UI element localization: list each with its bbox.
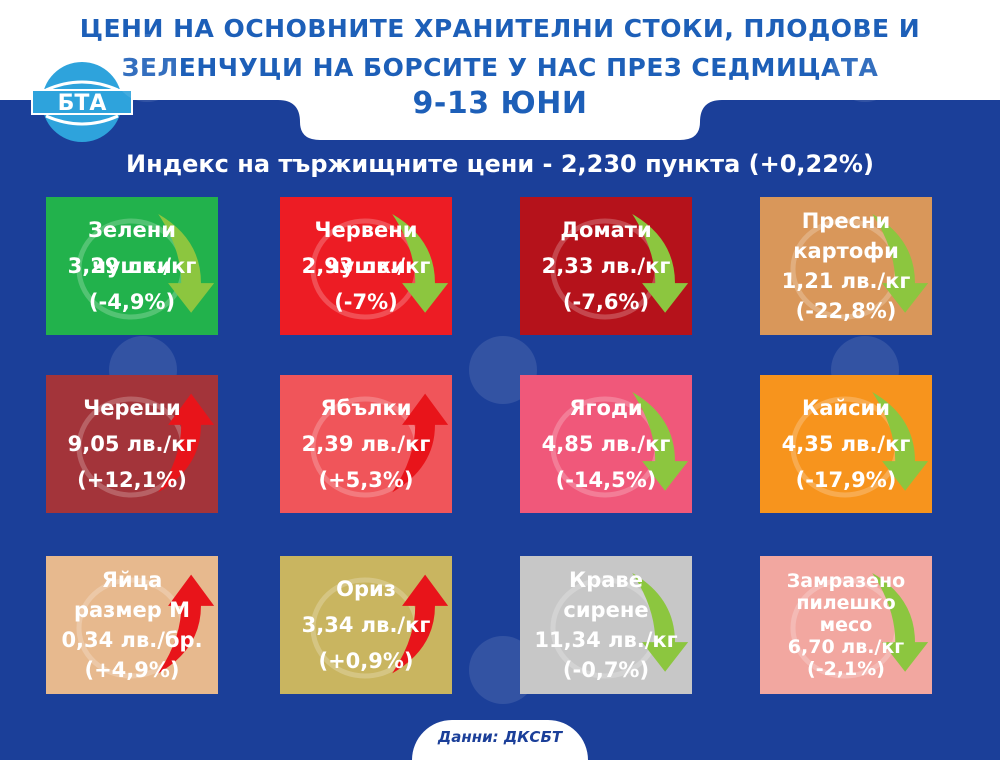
title-dates: 9-13 ЮНИ — [412, 86, 588, 121]
title-line-1: ЦЕНИ НА ОСНОВНИТЕ ХРАНИТЕЛНИ СТОКИ, ПЛОД… — [79, 14, 921, 43]
source-label: Данни: ДКСБТ — [437, 728, 563, 746]
item-change: (-17,9%) — [795, 468, 897, 492]
arrow-down-icon — [872, 392, 929, 491]
item-price: 4,85 лв./кг — [541, 432, 671, 456]
item-name: Домати — [560, 218, 652, 242]
item-name: сирене — [563, 598, 649, 622]
arrow-down-icon — [632, 573, 689, 672]
item-name: пилешко — [796, 592, 896, 614]
svg-text:БТА: БТА — [58, 91, 107, 116]
item-change: (+5,3%) — [318, 468, 414, 492]
price-tile: Череши 9,05 лв./кг (+12,1%) — [46, 375, 218, 513]
item-name: Ягоди — [569, 396, 643, 420]
item-price: 3,34 лв./кг — [301, 613, 431, 637]
item-name: Червени чушки — [314, 218, 418, 278]
item-price: 2,39 лв./кг — [301, 432, 431, 456]
arrow-down-icon — [632, 214, 689, 313]
price-tile: Ориз 3,34 лв./кг (+0,9%) — [280, 556, 452, 694]
item-change: (-2,1%) — [807, 658, 885, 680]
arrow-down-icon — [872, 214, 929, 313]
item-price: 11,34 лв./кг — [534, 628, 678, 652]
item-name: Пресни — [801, 209, 891, 233]
arrow-up-icon — [392, 574, 449, 674]
market-index: Индекс на тържищните цени - 2,230 пункта… — [126, 150, 874, 178]
price-tile: Домати 2,33 лв./кг (-7,6%) — [520, 197, 692, 335]
arrow-down-icon — [632, 392, 689, 491]
item-change: (+4,9%) — [84, 658, 180, 682]
item-name: Краве — [569, 568, 643, 592]
watermark-logo — [831, 34, 899, 102]
item-name: Череши — [83, 396, 181, 420]
arrow-down-icon — [872, 573, 929, 672]
item-change: (-0,7%) — [562, 658, 650, 682]
price-tile: Ябълки 2,39 лв./кг (+5,3%) — [280, 375, 452, 513]
price-tile: Кайсии 4,35 лв./кг (-17,9%) — [760, 375, 932, 513]
price-tile: Зелени чушки 3,29 лв./кг (-4,9%) — [46, 197, 218, 335]
price-tile: Пресни картофи 1,21 лв./кг (-22,8%) — [760, 197, 932, 335]
item-name: Яйца — [101, 568, 163, 592]
item-price: 6,70 лв./кг — [787, 636, 905, 658]
price-tile: Червени чушки 2,93 лв./кг (-7%) — [280, 197, 452, 335]
item-name: размер М — [73, 598, 191, 622]
item-price: 1,21 лв./кг — [781, 269, 911, 293]
item-name: Ябълки — [320, 396, 412, 420]
arrow-down-icon — [158, 214, 215, 313]
price-tile: Яйца размер М 0,34 лв./бр. (+4,9%) — [46, 556, 218, 694]
item-change: (-14,5%) — [555, 468, 657, 492]
item-price: 4,35 лв./кг — [781, 432, 911, 456]
source-footer: Данни: ДКСБТ — [412, 720, 588, 760]
item-name: Замразено — [786, 570, 906, 592]
item-price: 0,34 лв./бр. — [61, 628, 203, 652]
item-price: 3,29 лв./кг — [67, 254, 197, 278]
item-change: (+12,1%) — [77, 468, 187, 492]
item-change: (-7%) — [334, 290, 398, 314]
arrow-up-icon — [392, 393, 449, 493]
item-name: картофи — [793, 239, 899, 263]
title-line-2: ЗЕЛЕНЧУЦИ НА БОРСИТЕ У НАС ПРЕЗ СЕДМИЦАТ… — [121, 53, 879, 82]
item-name: Ориз — [336, 577, 396, 601]
arrow-down-icon — [392, 214, 449, 313]
price-tile: Замразено пилешко месо 6,70 лв./кг (-2,1%) — [760, 556, 932, 694]
arrow-up-icon — [158, 393, 215, 493]
arrow-up-icon — [158, 574, 215, 674]
item-price: 9,05 лв./кг — [67, 432, 197, 456]
item-change: (-7,6%) — [562, 290, 650, 314]
item-name: Зелени чушки — [87, 218, 176, 278]
price-tile: Краве сирене 11,34 лв./кг (-0,7%) — [520, 556, 692, 694]
item-change: (-4,9%) — [88, 290, 176, 314]
item-name: Кайсии — [802, 396, 890, 420]
item-change: (+0,9%) — [318, 649, 414, 673]
watermark-logo — [113, 34, 181, 102]
item-name: месо — [819, 614, 873, 636]
price-tile: Ягоди 4,85 лв./кг (-14,5%) — [520, 375, 692, 513]
bta-logo: БТА — [31, 62, 133, 142]
header-banner — [0, 0, 1000, 140]
item-change: (-22,8%) — [795, 299, 897, 323]
item-price: 2,33 лв./кг — [541, 254, 671, 278]
item-price: 2,93 лв./кг — [301, 254, 431, 278]
